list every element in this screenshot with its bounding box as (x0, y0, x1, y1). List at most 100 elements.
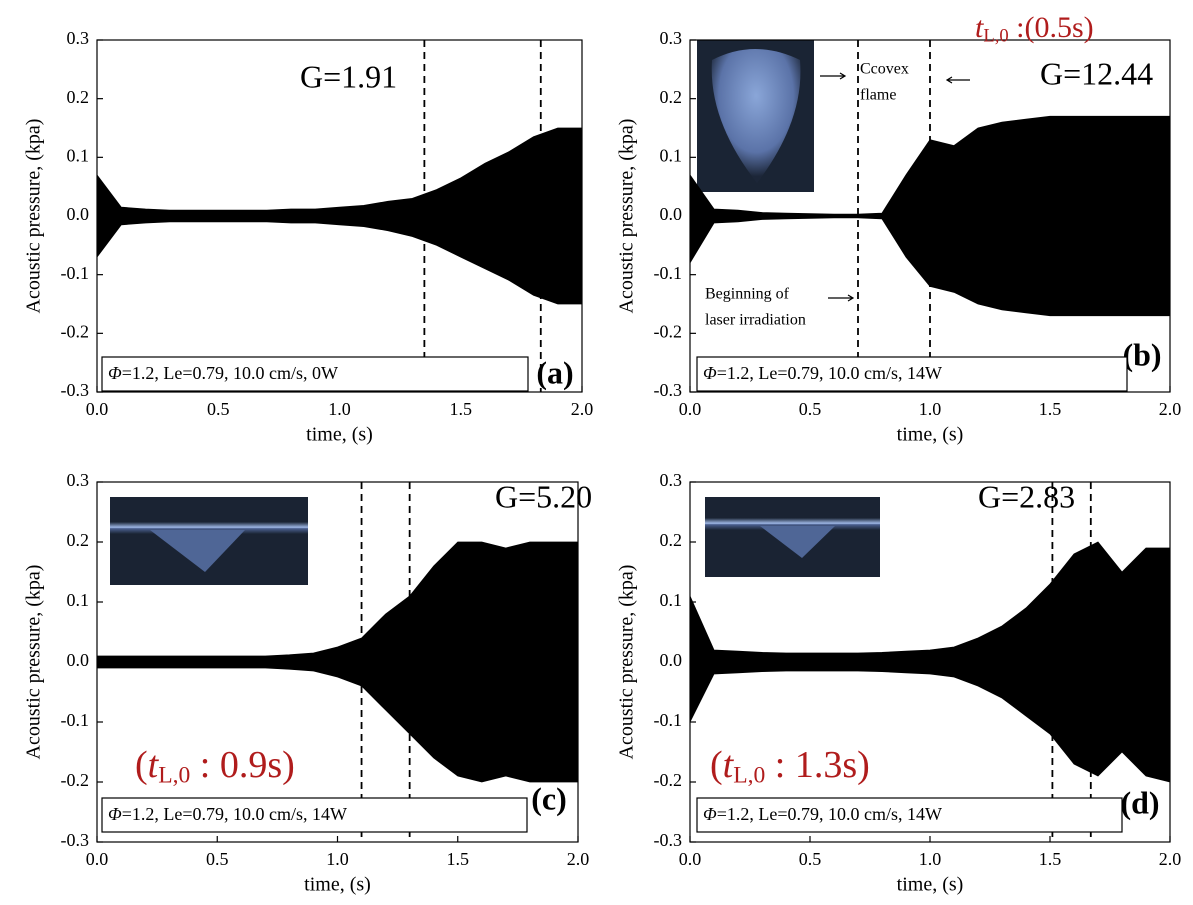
y-axis-label: Acoustic pressure, (kpa) (23, 565, 45, 760)
x-tick-label: 1.5 (447, 849, 470, 869)
laser-time-symbol: t (148, 744, 160, 786)
signal-envelope (689, 541, 1171, 663)
y-tick-label: 0.0 (67, 650, 90, 670)
y-tick-label: -0.3 (61, 380, 90, 400)
arrows (820, 72, 970, 302)
condition-values: =1.2, Le=0.79, 10.0 cm/s, 14W (717, 804, 942, 824)
y-tick-label: -0.1 (654, 263, 683, 283)
y-tick-label: -0.1 (654, 710, 683, 730)
laser-time-symbol: t (975, 11, 984, 44)
x-tick-label: 0.5 (799, 399, 822, 419)
x-tick-label: 0.5 (207, 399, 230, 419)
y-tick-label: 0.3 (660, 28, 683, 48)
signal-envelope (96, 661, 579, 783)
y-tick-label: 0.3 (67, 28, 90, 48)
condition-values: =1.2, Le=0.79, 10.0 cm/s, 14W (122, 804, 347, 824)
x-tick-label: 2.0 (567, 849, 590, 869)
x-axis-label: time, (s) (897, 874, 964, 896)
x-tick-label: 1.5 (1039, 399, 1062, 419)
x-axis-label: time, (s) (304, 874, 371, 896)
flame-image (110, 497, 308, 585)
laser-time-suffix: : 1.3s) (765, 744, 870, 786)
laser-time-sub: L,0 (983, 26, 1008, 47)
x-tick-label: 1.5 (1039, 849, 1062, 869)
y-tick-label: 0.0 (660, 650, 683, 670)
flame-image (697, 40, 814, 192)
panel-label: (c) (531, 780, 567, 816)
x-tick-label: 2.0 (1159, 399, 1182, 419)
condition-box (101, 356, 529, 392)
y-tick-label: 0.2 (660, 87, 683, 107)
condition-text: Φ=1.2, Le=0.79, 10.0 cm/s, 0W (108, 363, 338, 383)
laser-time: (tL,0 : 0.9s) (135, 744, 295, 789)
x-tick-label: 0.0 (86, 849, 109, 869)
y-tick-label: -0.2 (654, 770, 683, 790)
y-tick-label: 0.3 (67, 470, 90, 490)
y-tick-label: -0.3 (654, 380, 683, 400)
condition-box (696, 797, 1123, 833)
y-tick-label: -0.2 (61, 770, 90, 790)
gain-label: G=1.91 (300, 58, 397, 94)
y-tick-label: -0.2 (654, 321, 683, 341)
annotation: Ccovex (860, 61, 909, 78)
y-tick-label: 0.1 (67, 590, 90, 610)
y-tick-label: 0.2 (660, 530, 683, 550)
condition-text: Φ=1.2, Le=0.79, 10.0 cm/s, 14W (108, 804, 347, 824)
x-tick-label: 1.5 (450, 399, 473, 419)
condition-symbol: Φ (703, 363, 717, 383)
x-axis-label: time, (s) (306, 424, 373, 446)
x-tick-label: 0.5 (799, 849, 822, 869)
laser-time: tL,0 :(0.5s) (975, 11, 1094, 47)
x-tick-label: 1.0 (919, 399, 942, 419)
x-tick-label: 1.0 (919, 849, 942, 869)
y-tick-label: 0.0 (67, 204, 90, 224)
condition-box (101, 797, 528, 833)
condition-symbol: Φ (108, 804, 122, 824)
y-tick-label: -0.1 (61, 263, 90, 283)
gain-label: G=5.20 (495, 478, 592, 514)
x-tick-label: 2.0 (1159, 849, 1182, 869)
gain-label: G=2.83 (978, 478, 1075, 514)
condition-text: Φ=1.2, Le=0.79, 10.0 cm/s, 14W (703, 804, 942, 824)
x-tick-label: 1.0 (328, 399, 351, 419)
y-tick-label: 0.2 (67, 530, 90, 550)
laser-time-symbol: t (723, 744, 735, 786)
laser-time-suffix: :(0.5s) (1009, 11, 1094, 44)
panel-label: (d) (1120, 784, 1159, 820)
x-axis-label: time, (s) (897, 424, 964, 446)
signal-envelope (96, 127, 583, 217)
condition-symbol: Φ (108, 363, 122, 383)
x-tick-label: 1.0 (326, 849, 349, 869)
signal-envelope (96, 541, 579, 663)
x-tick-label: 0.0 (679, 399, 702, 419)
y-tick-label: 0.1 (660, 145, 683, 165)
signal-envelope (96, 215, 583, 305)
panel-label: (a) (536, 354, 573, 390)
y-tick-label: -0.1 (61, 710, 90, 730)
laser-time-sub: L,0 (158, 763, 190, 789)
x-tick-label: 2.0 (571, 399, 594, 419)
annotation: flame (860, 87, 896, 104)
laser-time-prefix: ( (135, 744, 148, 786)
y-axis-label: Acoustic pressure, (kpa) (616, 119, 638, 314)
panel-label: (b) (1122, 336, 1161, 372)
y-tick-label: 0.3 (660, 470, 683, 490)
gain-label: G=12.44 (1040, 55, 1153, 91)
y-tick-label: 0.0 (660, 204, 683, 224)
annotation: laser irradiation (705, 312, 806, 329)
laser-time-prefix: ( (710, 744, 723, 786)
y-axis-label: Acoustic pressure, (kpa) (616, 565, 638, 760)
condition-values: =1.2, Le=0.79, 10.0 cm/s, 0W (122, 363, 338, 383)
condition-box (696, 356, 1128, 392)
x-tick-label: 0.0 (86, 399, 109, 419)
condition-values: =1.2, Le=0.79, 10.0 cm/s, 14W (717, 363, 942, 383)
signal-envelope (689, 661, 1171, 783)
annotation: Beginning of (705, 286, 790, 303)
y-tick-label: -0.3 (654, 830, 683, 850)
laser-time-sub: L,0 (733, 763, 765, 789)
y-tick-label: -0.2 (61, 321, 90, 341)
y-tick-label: -0.3 (61, 830, 90, 850)
y-tick-label: 0.2 (67, 87, 90, 107)
laser-time-suffix: : 0.9s) (190, 744, 295, 786)
